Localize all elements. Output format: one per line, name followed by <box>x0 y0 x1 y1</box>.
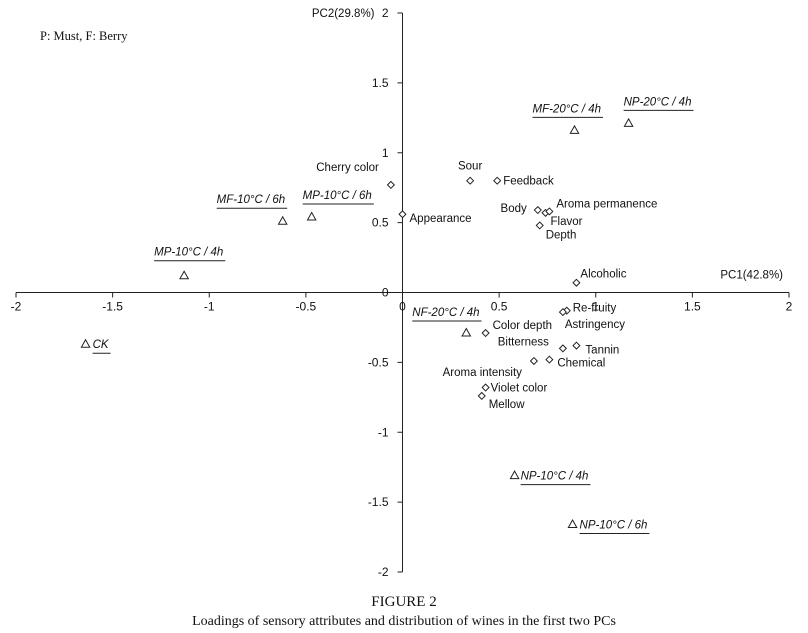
attribute-label: Alcoholic <box>580 269 626 281</box>
y-tick-label: -2 <box>378 565 389 579</box>
wine-label: MP-10°C / 4h <box>154 247 223 259</box>
data-points: Cherry color Sour Feedback Appearance Body Fl… <box>80 96 694 534</box>
attribute-point <box>493 176 502 185</box>
x-axis-title: PC1(42.8%) <box>720 270 783 282</box>
attribute-label: Violet color <box>491 383 548 395</box>
attribute-point <box>481 328 490 338</box>
x-tick-label: 2 <box>786 300 793 314</box>
axes: -2 -1.5 -1 -0.5 0 0.5 1 1.5 2 -2 -1.5 -1 -0.5 0 0.5 1 1.… <box>11 6 793 579</box>
wine-point <box>623 117 634 127</box>
wine-point <box>277 215 288 225</box>
attribute-label: Aroma permanence <box>556 198 657 210</box>
attribute-point <box>558 307 568 317</box>
x-tick-label: -1 <box>204 300 215 314</box>
attribute-label: Appearance <box>410 213 472 225</box>
attribute-point <box>477 391 486 401</box>
wine-point <box>306 211 317 221</box>
x-tick-label: -1.5 <box>102 300 123 314</box>
attribute-point <box>386 180 396 189</box>
figure-caption: Loadings of sensory attributes and distr… <box>192 614 616 629</box>
y-tick-label: 2 <box>382 6 389 20</box>
attribute-point <box>398 210 407 219</box>
y-tick-label: -1.5 <box>368 495 389 509</box>
attribute-label: Flavor <box>551 216 583 228</box>
attribute-label: Feedback <box>503 176 554 188</box>
attribute-label: Mellow <box>489 399 525 411</box>
wine-label: MF-20°C / 4h <box>532 103 601 115</box>
y-tick-label: -1 <box>378 425 389 439</box>
wine-point <box>567 518 578 528</box>
attribute-label: Re-fruity <box>573 303 617 315</box>
wine-label: MF-10°C / 6h <box>217 194 286 206</box>
attribute-label: Bitterness <box>498 336 549 348</box>
attribute-point <box>572 341 581 350</box>
attribute-point <box>533 205 542 215</box>
attribute-label: Aroma intensity <box>443 367 523 379</box>
wine-label: NP-20°C / 4h <box>624 96 692 108</box>
wine-label: CK <box>93 339 110 351</box>
figure-number: FIGURE 2 <box>371 594 437 610</box>
y-tick-label: 1 <box>382 146 389 160</box>
x-tick-label: 1.5 <box>684 300 701 314</box>
attribute-label: Tannin <box>585 345 619 357</box>
wine-label: MP-10°C / 6h <box>303 190 372 202</box>
x-tick-label: -0.5 <box>296 300 317 314</box>
attribute-point <box>545 355 554 364</box>
pca-biplot: P: Must, F: Berry -2 -1.5 -1 -0.5 0 0.5 1 1.5 2-… <box>11 6 793 579</box>
attribute-point <box>558 344 568 353</box>
wine-label: NF-20°C / 4h <box>412 307 479 319</box>
y-tick-label: 0.5 <box>372 216 389 230</box>
wine-point <box>179 270 190 280</box>
wine-point <box>569 124 580 134</box>
attribute-point <box>529 356 539 366</box>
x-tick-label: -2 <box>11 300 22 314</box>
attribute-point <box>535 221 544 230</box>
wine-point <box>461 327 472 337</box>
wine-point <box>80 338 91 348</box>
x-tick-label: 1 <box>592 300 599 314</box>
attribute-point <box>545 207 554 216</box>
attribute-label: Body <box>501 203 527 215</box>
attribute-label: Depth <box>546 229 577 241</box>
attribute-label: Cherry color <box>316 162 379 174</box>
attribute-label: Chemical <box>557 358 605 370</box>
x-tick-label: 0 <box>399 300 406 314</box>
y-tick-label: 1.5 <box>372 76 389 90</box>
y-axis-title: PC2(29.8%) <box>312 8 375 20</box>
attribute-label: Sour <box>458 161 482 173</box>
attribute-label: Color depth <box>493 320 552 332</box>
attribute-label: Astringency <box>565 319 625 331</box>
attribute-point <box>466 176 475 185</box>
wine-label: NP-10°C / 6h <box>580 519 648 531</box>
legend-note: P: Must, F: Berry <box>40 29 128 43</box>
wine-label: NP-10°C / 4h <box>521 471 589 483</box>
wine-point <box>509 470 520 480</box>
attribute-point <box>481 383 490 392</box>
x-tick-label: 0.5 <box>491 300 508 314</box>
y-tick-label: 0 <box>382 286 389 300</box>
attribute-point <box>572 278 581 287</box>
y-tick-label: -0.5 <box>368 355 389 369</box>
